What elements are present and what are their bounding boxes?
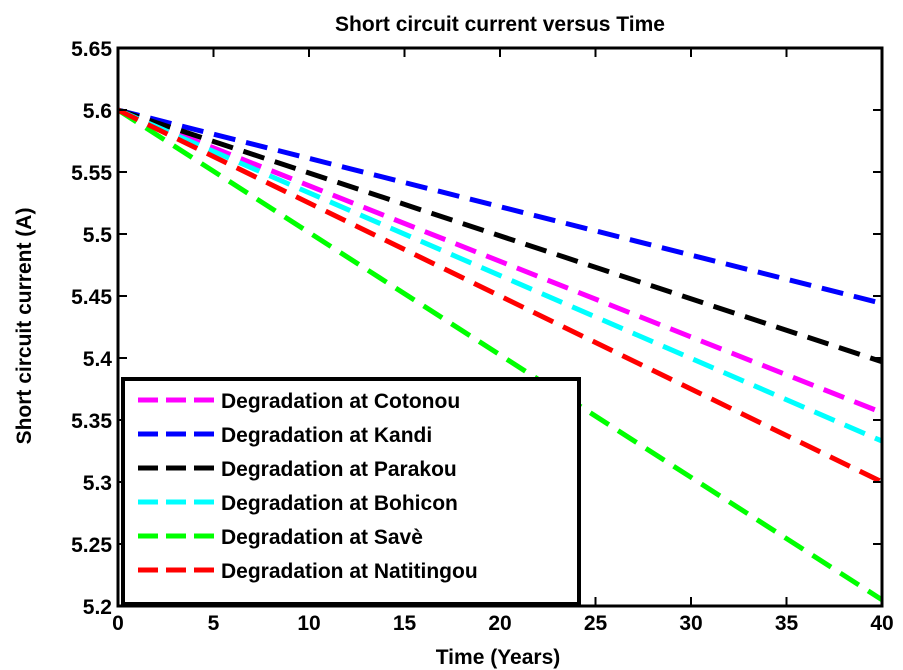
chart-title: Short circuit current versus Time [335, 13, 665, 36]
series-line-5 [116, 107, 884, 602]
y-tick-label: 5.45 [71, 286, 112, 309]
x-tick-label: 30 [679, 612, 702, 635]
y-tick-label: 5.5 [83, 224, 113, 247]
series-layer [116, 107, 884, 602]
x-tick-label: 10 [297, 612, 320, 635]
legend-label-2: Degradation at Kandi [221, 424, 432, 447]
x-tick-label: 35 [775, 612, 799, 635]
legend-label-3: Degradation at Parakou [221, 458, 457, 481]
legend-label-6: Degradation at Natitingou [221, 560, 478, 583]
series-line-3 [117, 107, 883, 365]
x-axis-label: Time (Years) [436, 646, 561, 669]
y-tick-label: 5.35 [71, 410, 112, 433]
y-axis-label: Short circuit current (A) [13, 208, 36, 445]
legend-label-5: Degradation at Savè [221, 526, 423, 549]
series-line-6 [116, 107, 884, 485]
x-tick-label: 15 [393, 612, 417, 635]
y-tick-label: 5.65 [71, 38, 112, 61]
x-tick-label: 5 [208, 612, 220, 635]
legend: Degradation at Cotonou Degradation at Kan… [121, 377, 581, 606]
y-tick-label: 5.2 [83, 596, 112, 619]
x-tick-label: 0 [112, 612, 124, 635]
legend-box [121, 377, 581, 606]
x-tick-label: 20 [488, 612, 511, 635]
legend-label-4: Degradation at Bohicon [221, 492, 458, 515]
y-tick-label: 5.4 [83, 348, 113, 371]
x-tick-label: 25 [584, 612, 608, 635]
series-line-4 [117, 107, 883, 444]
axes-layer: 0 5 10 15 20 25 30 35 40 5.2 5.25 5.3 5.35 5.4 5.45 5.5… [71, 38, 894, 635]
series-line-1 [117, 107, 883, 415]
y-tick-label: 5.6 [83, 100, 112, 123]
legend-label-1: Degradation at Cotonou [221, 390, 460, 413]
x-tick-label: 40 [870, 612, 893, 635]
y-tick-label: 5.3 [83, 472, 112, 495]
y-tick-label: 5.55 [71, 162, 112, 185]
y-tick-label: 5.25 [71, 534, 112, 557]
